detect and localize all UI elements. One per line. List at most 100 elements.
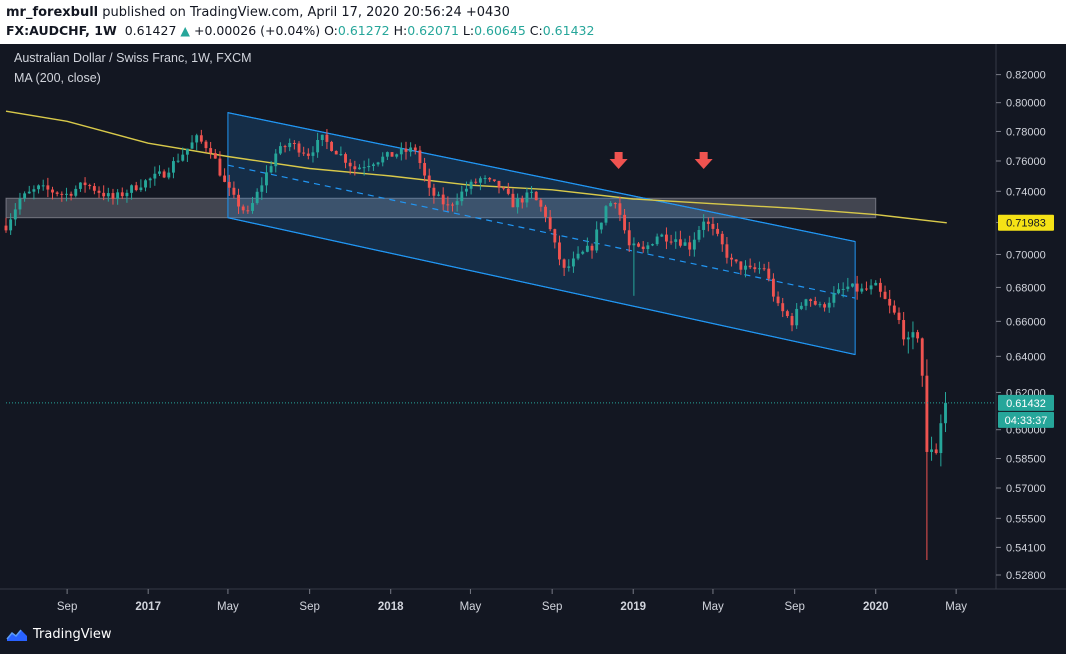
candle-body [892, 305, 896, 313]
candle-body [944, 402, 947, 424]
candle-body [83, 182, 87, 186]
candle-body [762, 268, 766, 270]
candle-body [702, 221, 706, 230]
candle-body [627, 230, 631, 246]
x-tick-label: May [217, 601, 239, 613]
candle-body [520, 198, 524, 203]
y-tick-label: 0.66000 [1006, 316, 1046, 328]
legend-indicator[interactable]: MA (200, close) [14, 71, 101, 85]
candle-body [790, 316, 794, 326]
candle-body [488, 178, 492, 180]
candle-body [413, 147, 417, 151]
candle-body [641, 246, 645, 250]
candle-body [934, 449, 938, 454]
candle-body [911, 332, 915, 338]
candle-body [97, 190, 101, 193]
candle-body [613, 203, 617, 205]
candle-body [190, 142, 194, 149]
candle-body [246, 210, 250, 212]
candle-body [223, 175, 227, 182]
candle-body [320, 134, 324, 140]
candle-body [27, 191, 31, 194]
candle-body [604, 206, 608, 223]
candle-body [437, 194, 440, 196]
candle-body [878, 282, 882, 292]
publish-line: mr_forexbull published on TradingView.co… [6, 5, 510, 20]
candle-body [651, 244, 654, 246]
footer-bar [0, 619, 1066, 654]
countdown-tag-bg [998, 411, 1054, 428]
x-tick-label: 2020 [863, 601, 889, 613]
candle-body [32, 189, 36, 192]
candle-body [390, 152, 394, 157]
channel-lower-line [227, 217, 856, 356]
y-tick-label: 0.57000 [1006, 483, 1046, 495]
candle-body [502, 187, 506, 189]
candle-body [632, 243, 636, 246]
candle-body [781, 303, 785, 312]
low-value: 0.60645 [474, 23, 526, 38]
brand-name: TradingView [33, 627, 112, 642]
candle-body [446, 204, 450, 206]
candle-body [478, 178, 482, 183]
candle-body [888, 298, 892, 306]
candle-body [748, 265, 752, 268]
candle-body [813, 301, 817, 305]
candle-body [795, 308, 799, 326]
candle-body [306, 153, 310, 156]
candle-body [930, 449, 933, 452]
candle-body [920, 338, 924, 376]
candle-body [706, 221, 710, 224]
candle-body [255, 191, 259, 204]
candle-body [265, 172, 268, 186]
candle-body [409, 147, 413, 152]
candle-body [744, 265, 747, 270]
ohlc-line: FX:AUDCHF, 1W 0.61427 ▲ +0.00026 (+0.04%… [6, 23, 594, 38]
x-tick-label: 2018 [378, 601, 404, 613]
x-tick-label: May [702, 601, 724, 613]
legend-title: Australian Dollar / Swiss Franc, 1W, FXC… [14, 51, 252, 65]
price-chart[interactable]: 0.820000.800000.780000.760000.740000.720… [0, 44, 1066, 619]
candle-body [516, 198, 520, 208]
red-down-arrow-icon [694, 152, 713, 169]
chart-background [0, 44, 1066, 619]
candle-body [209, 148, 213, 154]
candle-body [688, 242, 692, 250]
candle-body [739, 261, 743, 270]
high-label: H: [393, 23, 408, 38]
candle-body [818, 304, 822, 306]
resistance-zone [5, 197, 877, 219]
candle-body [153, 173, 157, 179]
candle-body [474, 181, 478, 183]
candle-body [60, 193, 64, 195]
candle-body [362, 167, 366, 169]
candle-body [618, 203, 622, 215]
tradingview-branding[interactable]: TradingView [6, 627, 112, 642]
candle-body [758, 268, 761, 270]
candle-body [804, 299, 808, 306]
candle-body [334, 150, 338, 155]
candle-body [120, 192, 124, 197]
candle-body [404, 148, 408, 152]
candle-body [771, 278, 775, 297]
author-name[interactable]: mr_forexbull [6, 5, 99, 20]
candle-body [204, 141, 208, 149]
y-tick-label: 0.54100 [1006, 542, 1046, 554]
candle-body [134, 185, 138, 191]
candle-body [697, 229, 701, 240]
x-tick-label: Sep [299, 601, 319, 613]
candle-body [139, 187, 143, 191]
published-info: published on TradingView.com, April 17, … [102, 5, 510, 20]
candle-body [720, 233, 724, 245]
candle-body [292, 142, 296, 144]
candle-body [823, 304, 827, 308]
candle-body [776, 296, 780, 304]
candle-body [576, 253, 580, 259]
change-arrow-icon: ▲ [180, 23, 191, 38]
open-label: O: [324, 23, 338, 38]
candle-body [371, 164, 375, 166]
candle-body [199, 135, 203, 142]
candle-body [864, 288, 868, 290]
candle-body [158, 171, 161, 174]
candle-body [185, 148, 189, 155]
